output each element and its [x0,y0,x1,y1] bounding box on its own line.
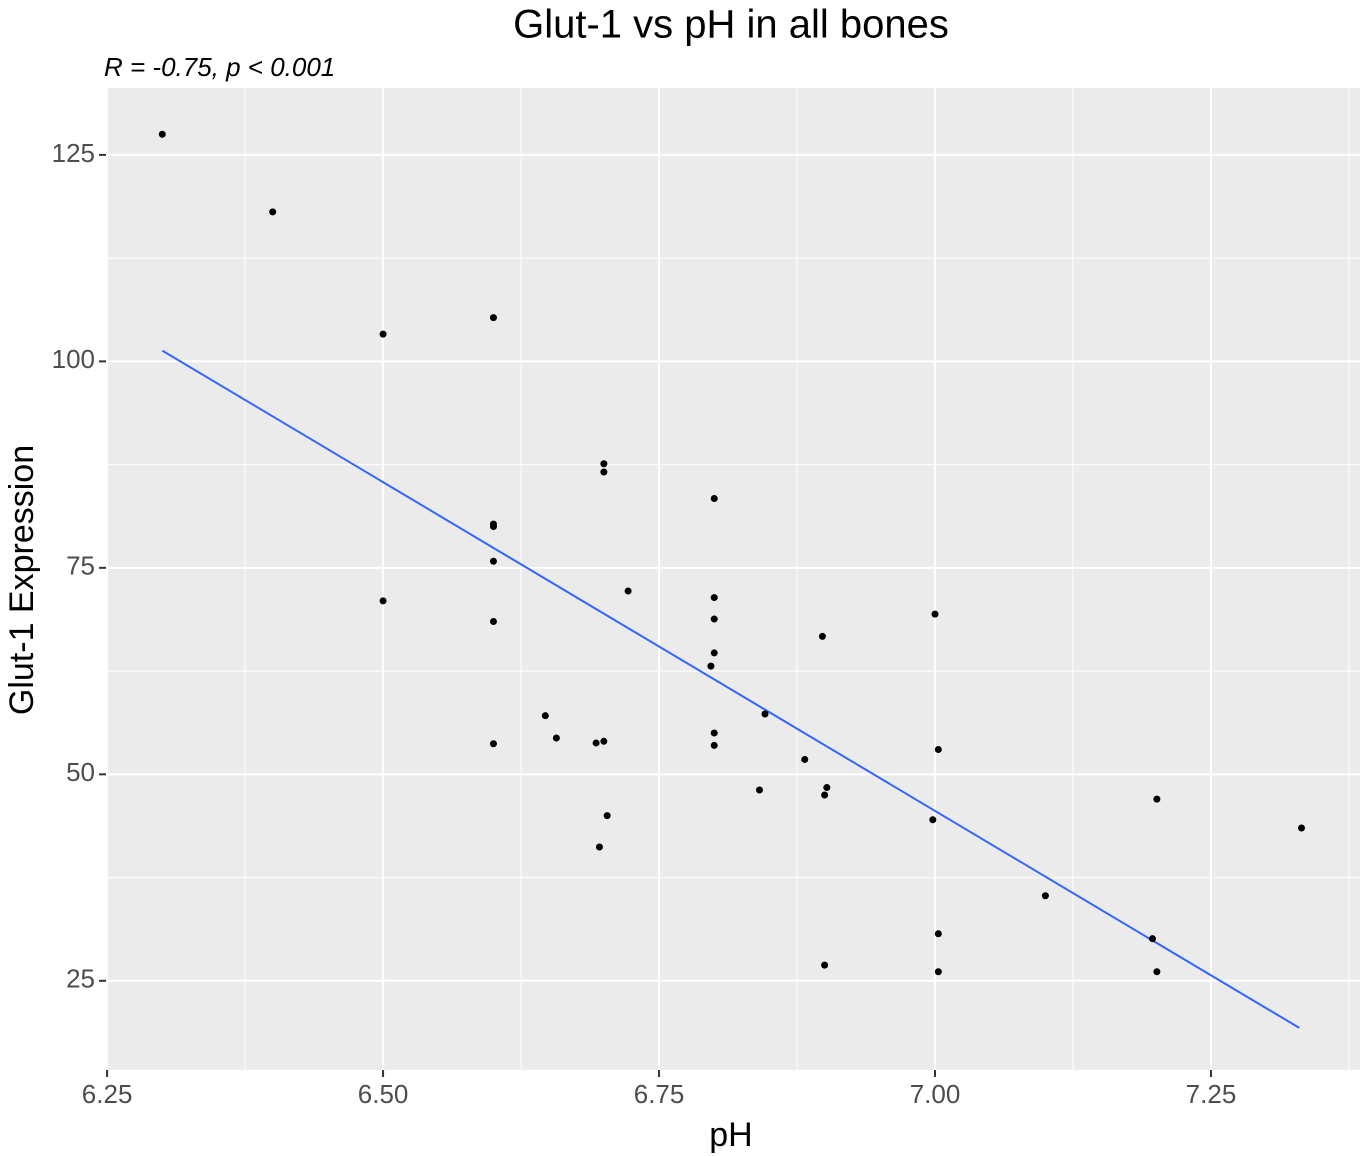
data-point [1041,892,1049,900]
data-point [821,961,829,969]
data-point [489,618,497,626]
data-point [710,594,718,602]
data-point [600,460,608,468]
data-point [489,523,497,531]
x-axis-label: pH [709,1116,752,1154]
data-point [755,786,763,794]
chart-title: Glut-1 vs pH in all bones [513,3,949,47]
x-tick-label: 7.25 [1186,1079,1237,1109]
data-point [821,791,829,799]
data-point [710,729,718,737]
data-point [158,130,166,138]
annotation: R = -0.75, p < 0.001 [104,52,335,82]
data-point [801,755,809,763]
data-point [710,741,718,749]
x-tick-label: 7.00 [910,1079,961,1109]
data-point [934,968,942,976]
y-tick-label: 25 [66,964,95,994]
data-point [823,784,831,792]
data-point [489,557,497,565]
data-point [600,468,608,476]
plot-panel [106,88,1360,1070]
data-point [592,739,600,747]
data-point [379,330,387,338]
data-point [624,587,632,595]
data-point [541,712,549,720]
data-point [1297,824,1305,832]
fit-line [161,349,1300,1029]
data-point [595,843,603,851]
x-tick-label: 6.25 [82,1079,133,1109]
data-point [1153,795,1161,803]
data-point [489,314,497,322]
data-point [931,610,939,618]
data-point [710,615,718,623]
data-point [603,812,611,820]
y-tick-label: 125 [52,138,95,168]
data-point [1148,935,1156,943]
y-tick-label: 50 [66,757,95,787]
data-point [710,494,718,502]
data-point [1153,968,1161,976]
data-point [379,597,387,605]
y-axis-label: Glut-1 Expression [3,445,41,715]
data-point [934,746,942,754]
x-tick-label: 6.50 [358,1079,409,1109]
y-tick-label: 75 [66,551,95,581]
data-point [934,930,942,938]
data-point [710,649,718,657]
y-tick-label: 100 [52,344,95,374]
data-point [600,737,608,745]
data-point [269,208,277,216]
data-point [761,710,769,718]
data-point [489,740,497,748]
data-point [929,816,937,824]
x-tick-label: 6.75 [634,1079,685,1109]
data-point [552,734,560,742]
data-point [818,632,826,640]
data-point [707,662,715,670]
